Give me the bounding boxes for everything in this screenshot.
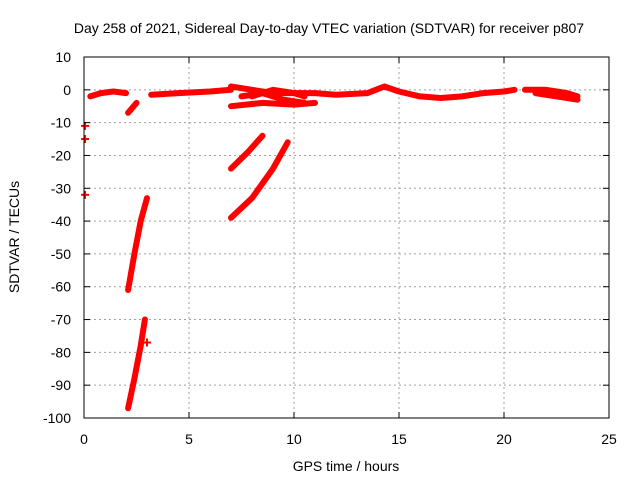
x-axis-label: GPS time / hours [293, 458, 400, 474]
x-tick-label: 15 [391, 431, 407, 447]
y-tick-label: -60 [51, 279, 71, 295]
x-tick-label: 25 [601, 431, 617, 447]
grid-lines [84, 57, 609, 418]
y-tick-label: -40 [51, 213, 71, 229]
y-tick-label: -50 [51, 246, 71, 262]
y-tick-label: 10 [55, 49, 71, 65]
isolated-points [81, 121, 151, 347]
y-tick-label: 0 [63, 82, 71, 98]
series-segment-b [125, 99, 140, 116]
y-tick-label: -80 [51, 344, 71, 360]
chart-title: Day 258 of 2021, Sidereal Day-to-day VTE… [74, 20, 584, 36]
y-tick-label: -20 [51, 147, 71, 163]
series-segment-g [249, 86, 308, 100]
y-tick-labels: 10 0 -10 -20 -30 -40 -50 -60 -70 -80 -90 -100 [43, 49, 71, 426]
series-segment-a [87, 88, 129, 100]
y-tick-label: -10 [51, 115, 71, 131]
y-tick-label: -70 [51, 312, 71, 328]
data-series [87, 83, 581, 412]
data-point-marker [81, 121, 90, 130]
plot-frame [83, 56, 610, 419]
series-segment-i [532, 90, 581, 103]
y-tick-label: -100 [43, 410, 71, 426]
x-tick-label: 5 [185, 431, 193, 447]
y-axis-label: SDTVAR / TECUs [6, 181, 22, 293]
x-tick-labels: 0 5 10 15 20 25 [80, 431, 617, 447]
series-segment-j [125, 195, 150, 293]
series-segment-c [148, 86, 234, 98]
x-tick-label: 20 [496, 431, 512, 447]
x-tick-label: 0 [80, 431, 88, 447]
series-segment-k [125, 316, 148, 412]
y-tick-label: -90 [51, 377, 71, 393]
series-segment-m [228, 139, 291, 221]
y-tick-label: -30 [51, 180, 71, 196]
data-point-marker [143, 338, 151, 347]
x-tick-label: 10 [286, 431, 302, 447]
series-segment-h [522, 86, 581, 100]
series-segment-l [228, 132, 266, 172]
data-point-marker [81, 190, 90, 199]
axis-ticks [83, 56, 610, 419]
data-point-marker [81, 135, 90, 144]
